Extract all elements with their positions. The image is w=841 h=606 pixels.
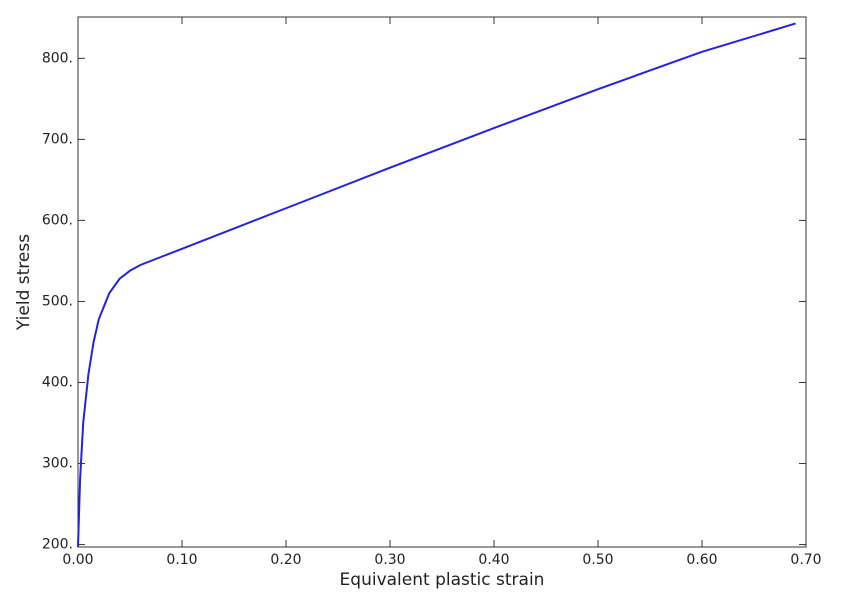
x-tick-label: 0.30 — [374, 552, 405, 568]
x-tick-label: 0.60 — [686, 552, 717, 568]
x-tick-label: 0.40 — [478, 552, 509, 568]
plot-frame — [77, 16, 807, 548]
x-axis-title: Equivalent plastic strain — [340, 570, 545, 590]
y-tick-label: 400. — [42, 374, 73, 390]
y-tick-label: 200. — [42, 537, 73, 553]
y-tick-label: 500. — [42, 293, 73, 309]
y-tick-label: 800. — [42, 50, 73, 66]
x-tick-label: 0.20 — [270, 552, 301, 568]
x-tick-label: 0.50 — [582, 552, 613, 568]
x-tick-label: 0.10 — [166, 552, 197, 568]
y-tick-label: 300. — [42, 456, 73, 472]
data-line — [77, 22, 796, 548]
y-axis-title: Yield stress — [14, 234, 34, 331]
y-tick-label: 600. — [42, 212, 73, 228]
x-tick-label: 0.00 — [62, 552, 93, 568]
y-tick-label: 700. — [42, 131, 73, 147]
x-tick-label: 0.70 — [790, 552, 821, 568]
